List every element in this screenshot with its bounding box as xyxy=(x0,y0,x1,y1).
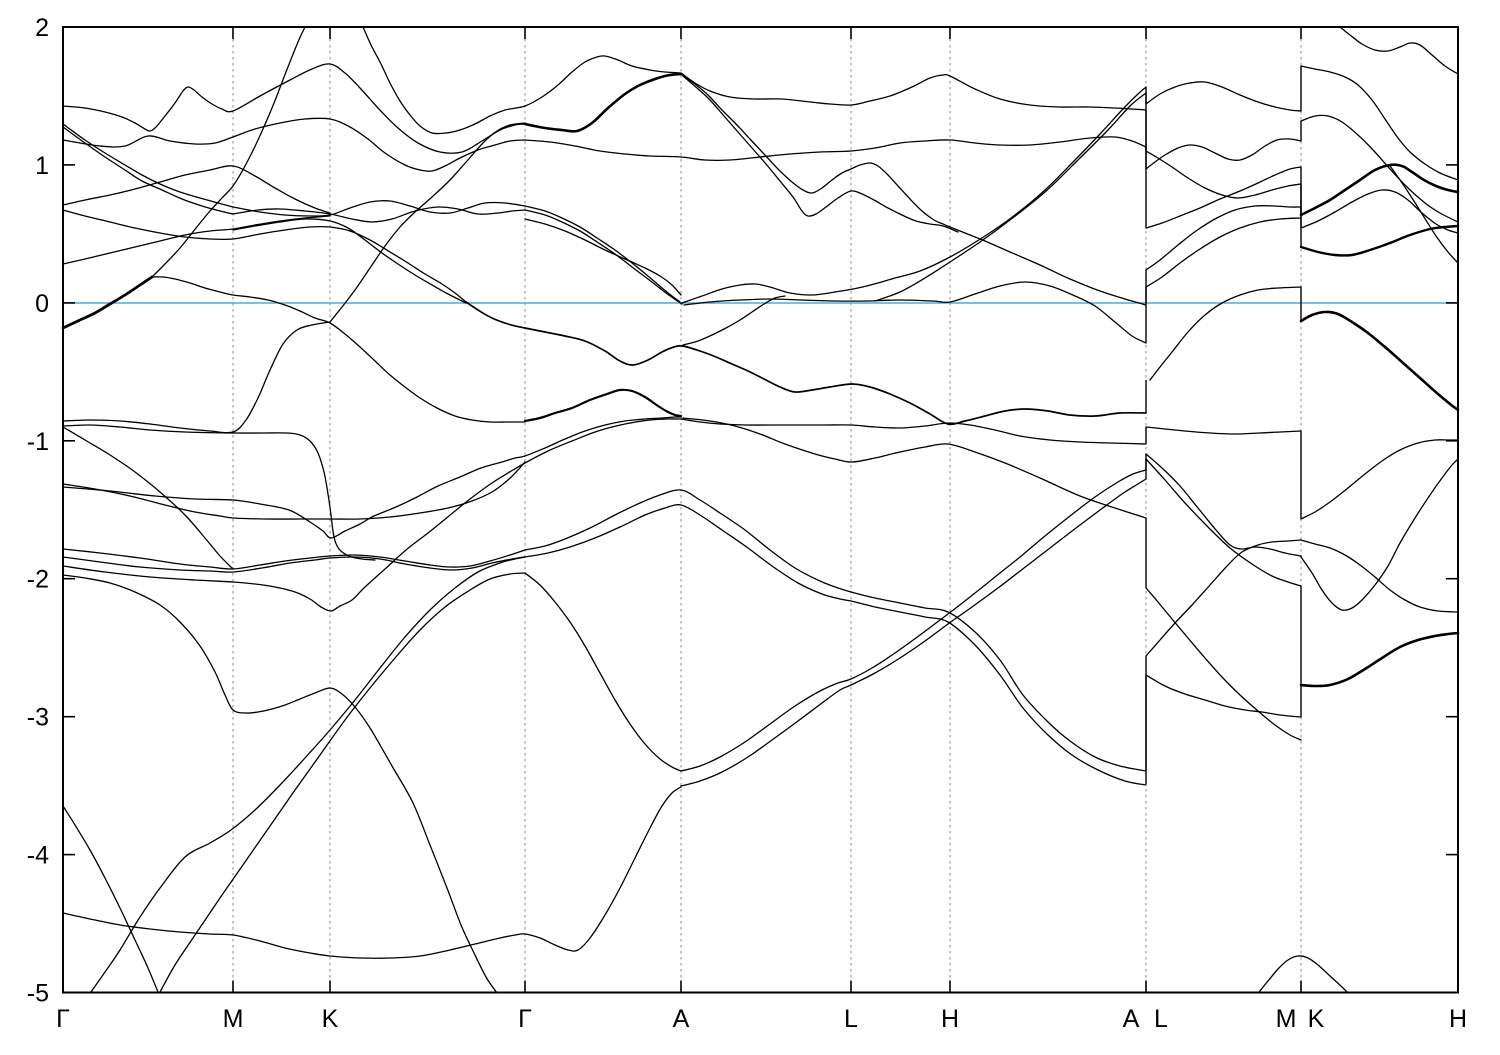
svg-text:Γ: Γ xyxy=(56,1005,70,1033)
svg-text:M: M xyxy=(1276,1005,1297,1033)
svg-text:L: L xyxy=(844,1005,858,1033)
svg-text:-3: -3 xyxy=(27,704,49,732)
svg-text:-1: -1 xyxy=(27,428,49,456)
svg-text:Γ: Γ xyxy=(518,1005,532,1033)
svg-text:2: 2 xyxy=(35,14,49,42)
svg-text:A: A xyxy=(1123,1005,1140,1033)
svg-text:H: H xyxy=(1449,1005,1467,1033)
svg-text:1: 1 xyxy=(35,152,49,180)
svg-text:0: 0 xyxy=(35,290,49,318)
svg-text:-2: -2 xyxy=(27,566,49,594)
svg-text:K: K xyxy=(322,1005,339,1033)
svg-text:M: M xyxy=(223,1005,244,1033)
svg-text:K: K xyxy=(1308,1005,1325,1033)
svg-text:-4: -4 xyxy=(27,842,49,870)
svg-text:L: L xyxy=(1154,1005,1168,1033)
svg-text:H: H xyxy=(941,1005,959,1033)
svg-text:A: A xyxy=(673,1005,690,1033)
svg-text:-5: -5 xyxy=(27,980,49,1008)
